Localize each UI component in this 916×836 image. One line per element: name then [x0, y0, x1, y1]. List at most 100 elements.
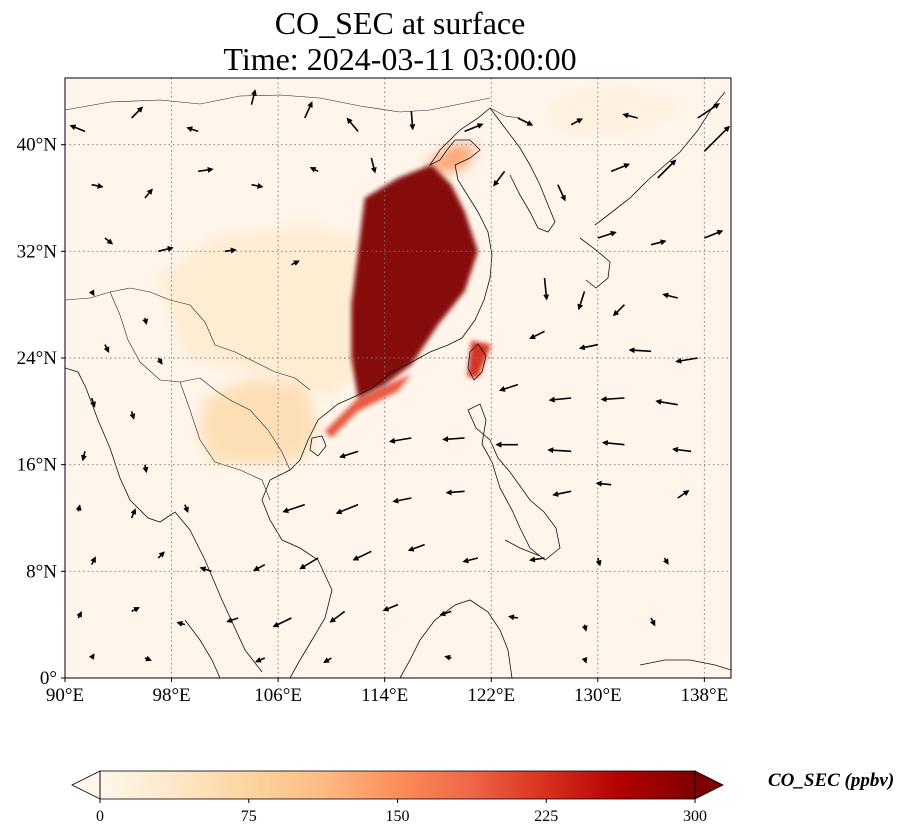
lon-tick-label: 130°E [574, 685, 622, 706]
wind-arrow [156, 357, 163, 365]
border-china-west [65, 287, 216, 346]
wind-arrow [282, 503, 306, 514]
wind-arrow [649, 617, 656, 627]
lon-tick-label: 98°E [152, 685, 190, 706]
wind-arrow [382, 603, 399, 612]
wind-arrow [131, 607, 140, 613]
wind-arrow [88, 289, 95, 297]
lat-tick-label: 0° [40, 668, 57, 689]
wind-arrow [91, 182, 104, 189]
colorbar-tick-label: 150 [386, 808, 410, 825]
wind-arrow [90, 556, 96, 566]
wind-arrow [176, 620, 186, 627]
border-china-vietnam [214, 344, 311, 391]
wind-arrow [581, 624, 588, 632]
wind-arrow [493, 170, 506, 187]
wind-arrow [444, 654, 452, 661]
coastline-hainan [309, 435, 327, 457]
wind-arrow [610, 163, 631, 173]
lon-tick-label: 114°E [361, 685, 408, 706]
wind-arrow [130, 508, 137, 519]
wind-arrow [323, 657, 332, 663]
wind-arrow [291, 260, 300, 266]
wind-arrow [186, 126, 199, 133]
wind-arrow [578, 343, 598, 351]
wind-arrow [581, 656, 588, 664]
wind-arrow [144, 655, 152, 662]
lon-tick-label: 138°E [681, 685, 729, 706]
colorbar: 0 75 150 225 300 [71, 770, 724, 825]
wind-arrow [439, 610, 452, 617]
wind-arrow [703, 125, 730, 152]
concentration-field-background [65, 78, 731, 678]
colorbar-tick-label: 225 [534, 808, 558, 825]
wind-arrow [543, 277, 550, 301]
colorbar-ticks: 0 75 150 225 300 [96, 799, 707, 825]
colorbar-extend-min [71, 770, 101, 800]
wind-arrow [142, 464, 149, 474]
wind-arrow [329, 610, 346, 623]
longitude-axis: 90°E 98°E 106°E 114°E 122°E 130°E 138°E [46, 678, 728, 706]
wind-arrow [462, 557, 479, 564]
wind-arrow [157, 551, 165, 559]
wind-arrow [335, 503, 359, 515]
border-korea-china [489, 107, 521, 119]
wind-arrow [697, 103, 720, 119]
lat-tick-label: 32°N [17, 241, 58, 262]
latitude-axis: 0° 8°N 16°N 24°N 32°N 40°N [17, 135, 65, 689]
lon-tick-label: 106°E [254, 685, 302, 706]
wind-arrow [662, 557, 669, 565]
wind-arrow [352, 550, 372, 561]
co-concentration-layer [158, 84, 691, 465]
colorbar-gradient [100, 771, 695, 799]
wind-arrow [600, 396, 625, 403]
map-frame [64, 77, 732, 679]
lat-tick-label: 40°N [17, 135, 58, 156]
wind-arrow [392, 497, 412, 504]
wind-arrow [142, 317, 149, 326]
wind-arrow [88, 653, 95, 660]
coastline-asia-mainland [65, 107, 493, 678]
wind-arrow [662, 292, 678, 299]
wind-arrow [226, 617, 239, 623]
wind-arrow [557, 184, 566, 202]
wind-arrow [655, 398, 678, 406]
wind-arrow [183, 504, 189, 514]
wind-arrow [250, 89, 257, 105]
colorbar-tick-label: 300 [683, 808, 707, 825]
plume-south-china [158, 224, 372, 398]
plume-indochina [198, 378, 319, 465]
wind-arrow [199, 566, 212, 573]
wind-arrow [309, 167, 319, 173]
wind-arrow [547, 447, 572, 454]
wind-arrow [597, 230, 617, 239]
wind-arrow [672, 446, 692, 453]
wind-arrow [409, 111, 416, 131]
wind-arrow [595, 557, 602, 567]
plot-title-line2: Time: 2024-03-11 03:00:00 [223, 41, 577, 77]
wind-arrow [445, 489, 465, 496]
lat-tick-label: 16°N [17, 455, 58, 476]
wind-arrow [548, 396, 572, 403]
wind-arrow [272, 617, 292, 628]
coastline-sumatra [184, 619, 221, 678]
coastline-japan [579, 91, 726, 289]
border-mongolia [65, 94, 491, 113]
wind-arrow [304, 101, 313, 119]
wind-arrow [158, 246, 174, 253]
wind-arrow [677, 490, 690, 499]
wind-arrow [612, 304, 626, 317]
colorbar-tick-label: 0 [96, 808, 104, 825]
coastline-new-guinea [639, 659, 731, 671]
wind-arrow [407, 543, 425, 552]
wind-arrow [90, 397, 96, 408]
plume-north-plume [424, 144, 478, 174]
wind-arrow [251, 182, 264, 189]
wind-arrow [75, 504, 82, 512]
wind-arrow [339, 450, 359, 459]
wind-arrow [76, 611, 82, 619]
wind-arrow [650, 239, 667, 246]
lat-tick-label: 24°N [17, 348, 58, 369]
wind-arrow [704, 229, 724, 239]
